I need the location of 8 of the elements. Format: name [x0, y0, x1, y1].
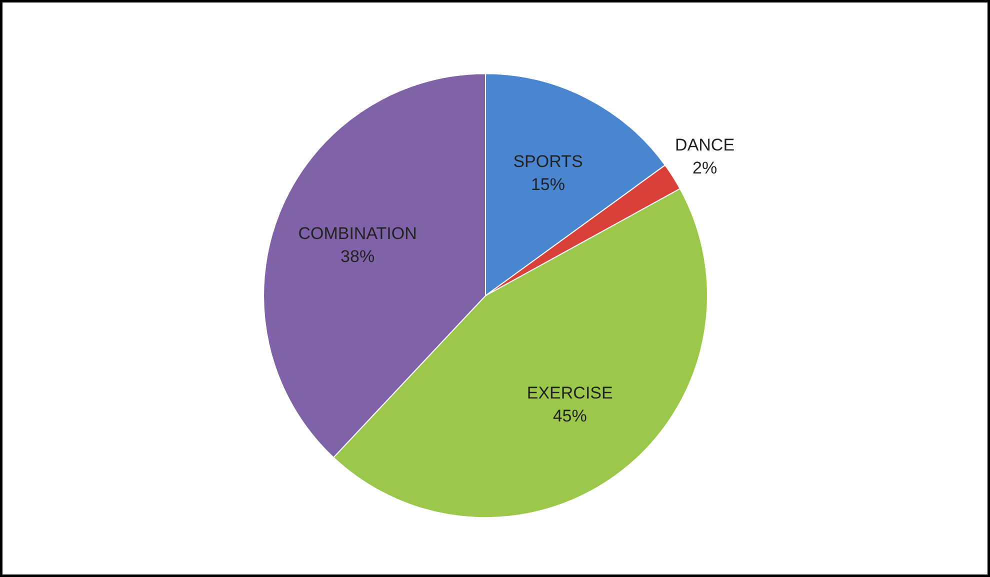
slice-label: SPORTS [513, 152, 583, 172]
slice-label: COMBINATION [298, 224, 417, 244]
data-label: 38% [340, 246, 375, 266]
slice-label: EXERCISE [526, 383, 613, 402]
data-label: 2% [692, 158, 718, 178]
data-label: 45% [552, 406, 587, 426]
slice-label: DANCE [675, 136, 735, 155]
data-label: 15% [530, 174, 566, 194]
